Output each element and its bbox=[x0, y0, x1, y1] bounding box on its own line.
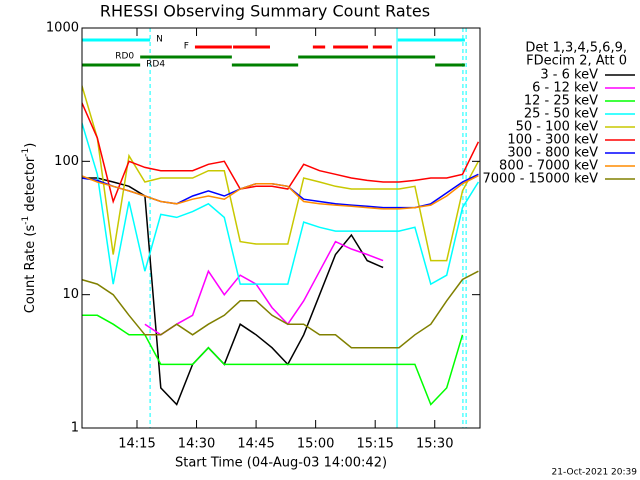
legend-label: 12 - 25 keV bbox=[524, 94, 598, 109]
series-line bbox=[82, 120, 480, 286]
x-tick-label: 15:30 bbox=[416, 437, 453, 452]
state-label: RD4 bbox=[146, 60, 165, 70]
legend-label: 50 - 100 keV bbox=[516, 120, 599, 135]
y-tick-label: 100 bbox=[54, 154, 79, 169]
y-tick-label: 1000 bbox=[46, 21, 79, 36]
footer: 21-Oct-2021 20:39 bbox=[552, 468, 638, 478]
series-line bbox=[82, 175, 479, 210]
legend-label: 7000 - 15000 keV bbox=[483, 172, 599, 187]
legend-label: 3 - 6 keV bbox=[540, 68, 598, 83]
state-label: N bbox=[156, 35, 163, 45]
y-label-part: -1 bbox=[21, 216, 31, 225]
legend-label: 300 - 800 keV bbox=[507, 146, 598, 161]
y-label-part: ) bbox=[23, 143, 38, 148]
legend-label: 800 - 7000 keV bbox=[499, 159, 598, 174]
y-label-part: Count Rate (s bbox=[23, 225, 38, 314]
series-line bbox=[144, 240, 384, 336]
series-line bbox=[82, 101, 480, 204]
y-tick-label: 1 bbox=[71, 421, 79, 436]
legend-label: 100 - 300 keV bbox=[507, 133, 598, 148]
x-axis-label: Start Time (04-Aug-03 14:00:42) bbox=[175, 456, 387, 471]
x-tick-label: 14:30 bbox=[178, 437, 215, 452]
plot-frame bbox=[81, 27, 481, 429]
legend-title: Det 1,3,4,5,6,9, bbox=[525, 41, 627, 56]
legend-label: 25 - 50 keV bbox=[524, 107, 598, 122]
y-tick-label: 10 bbox=[62, 287, 79, 302]
y-label-part: -1 bbox=[21, 148, 31, 157]
plot-area bbox=[82, 28, 480, 428]
series-line bbox=[82, 270, 479, 349]
legend-title: FDecim 2, Att 0 bbox=[526, 54, 627, 69]
x-tick-label: 15:15 bbox=[356, 437, 393, 452]
series-line bbox=[82, 83, 480, 262]
legend-label: 6 - 12 keV bbox=[532, 81, 598, 96]
x-tick-label: 14:15 bbox=[118, 437, 155, 452]
state-label: F bbox=[184, 42, 189, 52]
x-tick-label: 14:45 bbox=[237, 437, 274, 452]
series-line bbox=[82, 177, 384, 406]
y-label-part: detector bbox=[23, 156, 38, 216]
x-tick-label: 15:00 bbox=[297, 437, 334, 452]
state-label: RD0 bbox=[115, 52, 134, 62]
y-axis-label: Count Rate (s-1 detector-1) bbox=[21, 143, 38, 314]
chart-title: RHESSI Observing Summary Count Rates bbox=[100, 2, 430, 21]
